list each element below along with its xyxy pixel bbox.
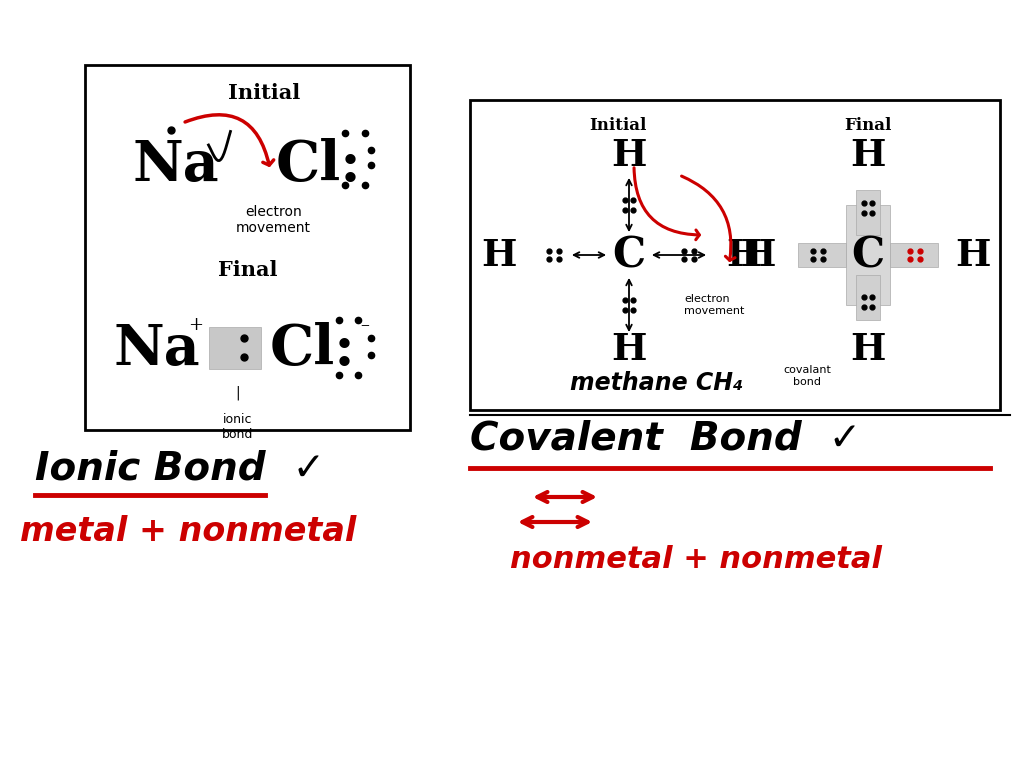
Text: electron
movement: electron movement — [684, 294, 744, 316]
Text: H: H — [726, 237, 762, 273]
Text: methane CH₄: methane CH₄ — [570, 371, 743, 395]
Bar — [846, 205, 890, 305]
Text: H: H — [954, 237, 990, 273]
Text: Final: Final — [218, 260, 278, 280]
Text: Ionic Bond  ✓: Ionic Bond ✓ — [35, 450, 326, 488]
Text: C: C — [851, 234, 884, 276]
Text: +: + — [188, 316, 203, 334]
Bar — [855, 190, 880, 235]
Text: H: H — [850, 332, 885, 369]
Text: metal + nonmetal: metal + nonmetal — [20, 515, 356, 548]
Text: |: | — [236, 386, 240, 400]
Text: H: H — [481, 237, 517, 273]
Text: H: H — [611, 137, 647, 174]
Text: ionic
bond: ionic bond — [222, 413, 253, 441]
Text: Cl:: Cl: — [276, 137, 361, 193]
Text: covalant
bond: covalant bond — [783, 365, 831, 386]
Text: nonmetal + nonmetal: nonmetal + nonmetal — [510, 545, 882, 574]
Bar — [798, 243, 846, 267]
Bar — [890, 243, 938, 267]
Text: Final: Final — [844, 117, 891, 134]
Bar — [209, 327, 260, 369]
Text: H: H — [611, 332, 647, 369]
Bar — [85, 65, 410, 430]
Text: Na: Na — [114, 323, 200, 378]
Text: –: – — [360, 316, 369, 334]
Text: Initial: Initial — [590, 117, 647, 134]
Text: C: C — [612, 234, 645, 276]
Text: H: H — [850, 137, 885, 174]
Bar — [470, 100, 1000, 410]
Bar — [855, 275, 880, 320]
Text: Initial: Initial — [227, 83, 300, 103]
Text: Na: Na — [133, 137, 219, 193]
Text: Cl:: Cl: — [269, 323, 355, 378]
Text: H: H — [739, 237, 775, 273]
Text: electron
movement: electron movement — [236, 205, 311, 235]
Text: Covalent  Bond  ✓: Covalent Bond ✓ — [470, 420, 861, 458]
